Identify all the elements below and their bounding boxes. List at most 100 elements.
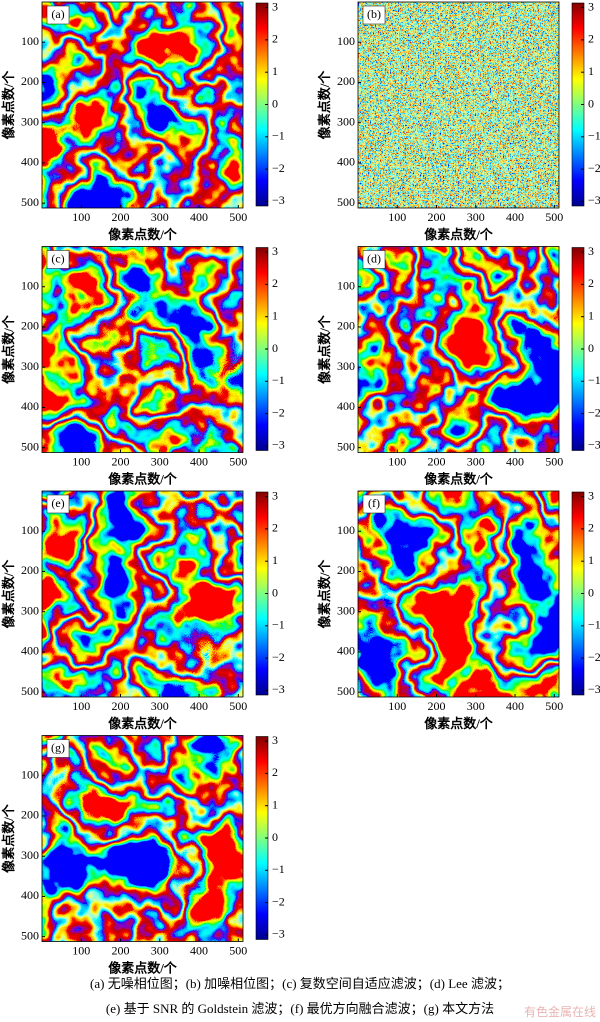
colorbar-tick-label: 0 bbox=[272, 585, 278, 599]
panel-label: (a) bbox=[51, 7, 64, 21]
y-tick-label: 100 bbox=[337, 278, 355, 292]
panel-label: (c) bbox=[51, 251, 64, 265]
y-axis-label: 像素点数/个 bbox=[1, 314, 16, 384]
x-tick-label: 500 bbox=[229, 943, 247, 957]
image-frame bbox=[41, 1, 244, 209]
y-tick-label: 400 bbox=[337, 644, 355, 658]
colorbar-tick-label: −3 bbox=[272, 438, 285, 452]
colorbar-tick-label: −2 bbox=[272, 161, 285, 175]
y-tick-label: 400 bbox=[21, 644, 39, 658]
x-tick-label: 100 bbox=[388, 210, 406, 224]
colorbar-tick-label: 2 bbox=[272, 32, 278, 46]
colorbar-tick-label: −3 bbox=[272, 927, 285, 941]
y-tick-label: 200 bbox=[337, 74, 355, 88]
colorbar-tick-label: 0 bbox=[272, 830, 278, 844]
x-tick-label: 200 bbox=[112, 943, 130, 957]
y-axis-label: 像素点数/个 bbox=[317, 314, 332, 384]
y-tick-label: 300 bbox=[337, 359, 355, 373]
phase-image bbox=[358, 491, 559, 697]
x-tick-label: 200 bbox=[428, 454, 446, 468]
colorbar-tick-label: −1 bbox=[588, 618, 600, 632]
panel: (g)100 200 300 400 500100200300400500像素点数/个像… bbox=[1, 733, 285, 976]
colorbar-tick-label: 1 bbox=[272, 64, 278, 78]
y-tick-label: 200 bbox=[21, 808, 39, 822]
x-tick-label: 200 bbox=[112, 699, 130, 713]
y-tick-label: 300 bbox=[21, 114, 39, 128]
x-tick-label: 100 bbox=[72, 699, 90, 713]
panel: (c)100 200 300 400 500100200300400500像素点数/个像… bbox=[1, 244, 285, 487]
x-tick-label: 500 bbox=[229, 210, 247, 224]
y-tick-label: 500 bbox=[21, 195, 39, 209]
x-axis-label: 像素点数/个 bbox=[108, 471, 178, 486]
y-tick-label: 500 bbox=[337, 195, 355, 209]
x-tick-label: 200 bbox=[112, 210, 130, 224]
x-tick-label: 200 bbox=[112, 454, 130, 468]
panel: (a)100 200 300 400 500100200300400500像素点数/个像… bbox=[1, 0, 285, 242]
colorbar-tick-label: 0 bbox=[588, 585, 594, 599]
x-tick-label: 300 bbox=[151, 454, 169, 468]
colorbar-tick-label: −2 bbox=[272, 650, 285, 664]
panel: (d)100 200 300 400 500100200300400500像素点数/个像… bbox=[317, 244, 600, 487]
x-tick-label: 400 bbox=[190, 943, 208, 957]
y-tick-label: 200 bbox=[337, 563, 355, 577]
y-tick-label: 300 bbox=[21, 359, 39, 373]
panel-label-box bbox=[46, 250, 70, 269]
colorbar-tick-label: 1 bbox=[272, 797, 278, 811]
x-tick-label: 100 bbox=[388, 454, 406, 468]
y-tick-label: 300 bbox=[21, 848, 39, 862]
phase-image bbox=[42, 246, 243, 453]
caption-line: (e) 基于 SNR 的 Goldstein 滤波；(f) 最优方向融合滤波；(… bbox=[106, 1001, 494, 1017]
y-tick-label: 100 bbox=[337, 523, 355, 537]
colorbar-tick-label: 3 bbox=[272, 0, 278, 13]
y-tick-label: 300 bbox=[21, 603, 39, 617]
image-frame bbox=[41, 246, 244, 453]
x-tick-label: 400 bbox=[190, 454, 208, 468]
colorbar-tick-label: 3 bbox=[272, 244, 278, 258]
y-tick-label: 200 bbox=[21, 563, 39, 577]
x-tick-label: 500 bbox=[229, 699, 247, 713]
x-tick-label: 300 bbox=[151, 699, 169, 713]
y-tick-label: 400 bbox=[337, 399, 355, 413]
phase-image bbox=[42, 735, 243, 942]
image-frame bbox=[357, 1, 560, 209]
image-frame bbox=[41, 735, 244, 942]
x-tick-label: 400 bbox=[506, 699, 524, 713]
x-axis-label: 像素点数/个 bbox=[424, 471, 494, 486]
y-tick-label: 400 bbox=[337, 155, 355, 169]
panel-label: (d) bbox=[367, 251, 381, 265]
colorbar-tick-label: 3 bbox=[272, 733, 278, 747]
y-tick-label: 100 bbox=[21, 767, 39, 781]
phase-image bbox=[358, 2, 559, 208]
colorbar-tick-label: −1 bbox=[272, 373, 285, 387]
x-tick-label: 300 bbox=[467, 699, 485, 713]
colorbar-tick-label: −1 bbox=[272, 618, 285, 632]
watermark: 有色金属在线 bbox=[524, 1004, 596, 1019]
panel-label: (e) bbox=[51, 496, 64, 510]
colorbar-tick-label: −3 bbox=[272, 193, 285, 207]
x-axis-label: 像素点数/个 bbox=[424, 716, 494, 731]
caption-line: (a) 无噪相位图；(b) 加噪相位图；(c) 复数空间自适应滤波；(d) Le… bbox=[90, 976, 510, 992]
y-tick-label: 200 bbox=[337, 319, 355, 333]
colorbar-tick-label: 3 bbox=[588, 488, 594, 502]
panel-label-box bbox=[362, 250, 386, 269]
x-axis-label: 像素点数/个 bbox=[424, 227, 494, 242]
panel-label: (f) bbox=[368, 496, 380, 510]
y-tick-label: 100 bbox=[21, 278, 39, 292]
y-tick-label: 500 bbox=[337, 684, 355, 698]
x-axis-label: 像素点数/个 bbox=[108, 716, 178, 731]
x-axis-label: 像素点数/个 bbox=[108, 227, 178, 242]
y-axis-label: 像素点数/个 bbox=[1, 803, 16, 873]
y-tick-label: 400 bbox=[21, 399, 39, 413]
image-frame bbox=[357, 490, 560, 698]
y-tick-label: 200 bbox=[21, 74, 39, 88]
colorbar-tick-label: 1 bbox=[272, 308, 278, 322]
colorbar-tick-label: −3 bbox=[588, 438, 600, 452]
colorbar-tick-label: −2 bbox=[588, 405, 600, 419]
panel-label-box bbox=[46, 494, 70, 514]
colorbar-tick-label: −1 bbox=[588, 129, 600, 143]
phase-image bbox=[358, 246, 559, 453]
panel: (e)100 200 300 400 500100200300400500像素点数/个像… bbox=[1, 488, 285, 731]
x-tick-label: 100 bbox=[72, 210, 90, 224]
x-tick-label: 300 bbox=[467, 454, 485, 468]
panel-label-box bbox=[362, 5, 386, 25]
